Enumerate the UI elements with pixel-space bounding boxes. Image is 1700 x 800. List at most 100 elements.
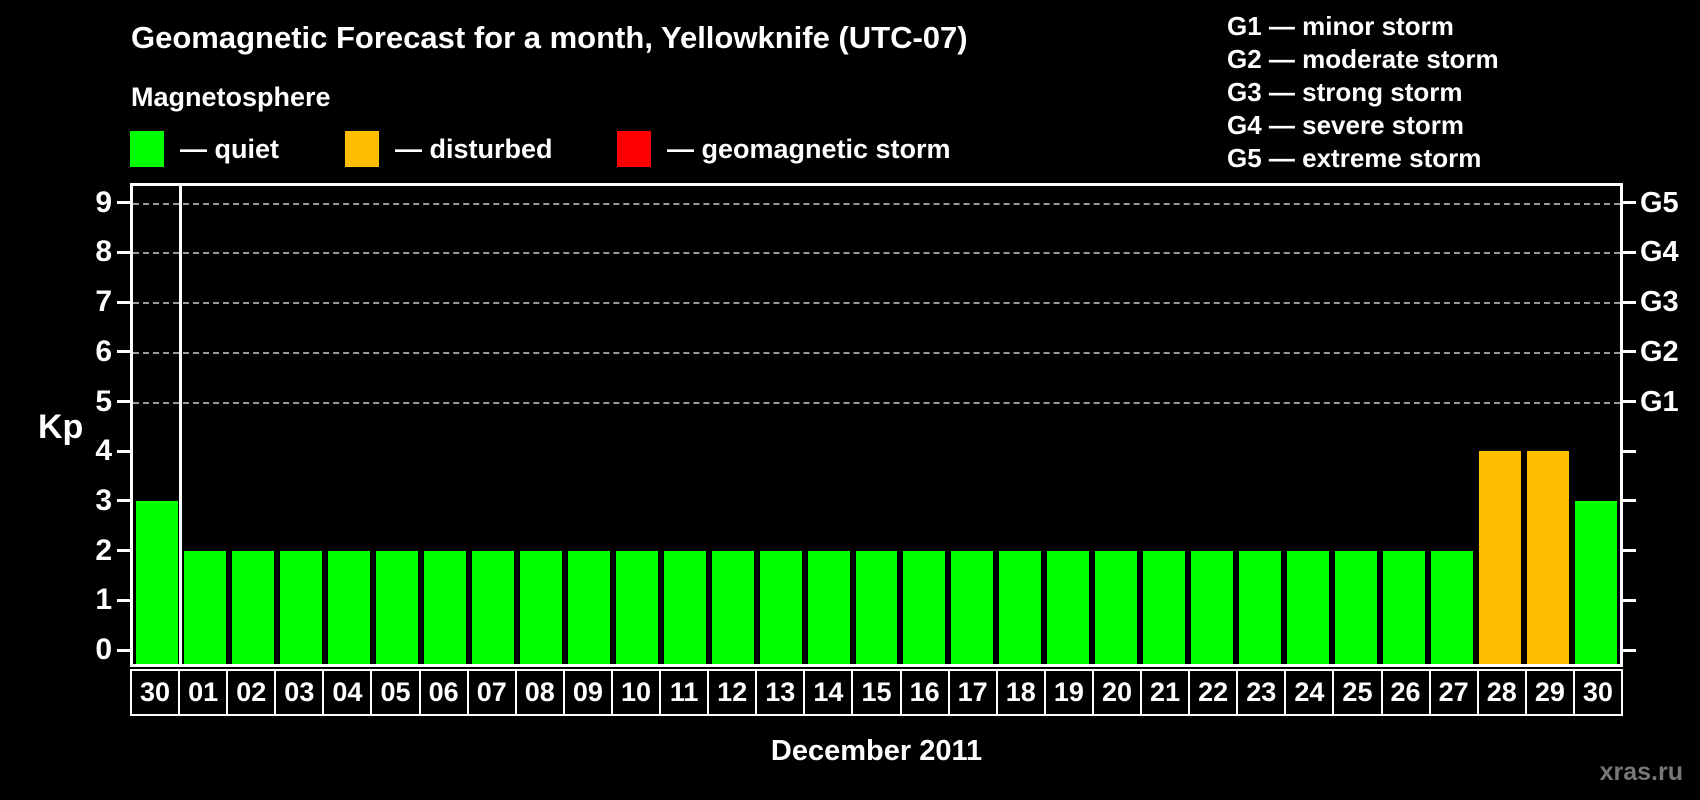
day-box-06: 06 bbox=[418, 669, 469, 716]
day-box-05: 05 bbox=[370, 669, 421, 716]
y-tick-left-2 bbox=[117, 549, 130, 553]
bar-day-13 bbox=[759, 550, 802, 664]
day-box-08: 08 bbox=[514, 669, 565, 716]
day-box-21: 21 bbox=[1140, 669, 1191, 716]
y-tick-label-7: 7 bbox=[95, 285, 112, 319]
bar-day-06 bbox=[423, 550, 466, 664]
g-scale-legend-line: G1 — minor storm bbox=[1227, 11, 1454, 41]
y-tick-left-5 bbox=[117, 400, 130, 403]
legend-item-disturbed: — disturbed bbox=[345, 128, 553, 170]
legend-item-geomagnetic-storm: — geomagnetic storm bbox=[617, 128, 951, 170]
bar-day-30 bbox=[136, 500, 178, 664]
day-box-29: 29 bbox=[1524, 669, 1575, 716]
bar-day-22 bbox=[1191, 550, 1234, 664]
bar-day-11 bbox=[663, 550, 706, 664]
g-scale-legend-line: G2 — moderate storm bbox=[1227, 44, 1499, 74]
day-box-07: 07 bbox=[466, 669, 517, 716]
y-tick-left-8 bbox=[117, 250, 130, 254]
day-box-prev-30: 30 bbox=[130, 669, 181, 716]
bar-day-09 bbox=[567, 550, 610, 664]
plot-area bbox=[130, 183, 1623, 667]
y-axis-title: Kp bbox=[38, 408, 84, 446]
y-tick-left-7 bbox=[117, 300, 130, 304]
day-box-01: 01 bbox=[178, 669, 229, 716]
bar-day-23 bbox=[1239, 550, 1282, 664]
watermark: xras.ru bbox=[1599, 758, 1683, 786]
y-tick-left-3 bbox=[117, 499, 130, 503]
bar-day-16 bbox=[903, 550, 946, 664]
y-tick-left-4 bbox=[117, 449, 130, 453]
y-tick-left-9 bbox=[117, 201, 130, 205]
day-box-10: 10 bbox=[610, 669, 662, 716]
day-box-02: 02 bbox=[226, 669, 277, 716]
bar-day-05 bbox=[375, 550, 418, 664]
g-scale-legend-line: G5 — extreme storm bbox=[1227, 143, 1482, 173]
right-axis-label-G3: G3 bbox=[1640, 286, 1679, 319]
day-box-03: 03 bbox=[274, 669, 325, 716]
y-tick-label-6: 6 bbox=[95, 334, 112, 368]
day-box-09: 09 bbox=[562, 669, 613, 716]
bar-day-14 bbox=[807, 550, 850, 664]
y-tick-label-8: 8 bbox=[95, 235, 112, 269]
y-tick-right-9 bbox=[1623, 201, 1636, 205]
right-axis-label-G2: G2 bbox=[1640, 335, 1679, 368]
bar-day-07 bbox=[471, 550, 514, 664]
day-box-23: 23 bbox=[1236, 669, 1287, 716]
x-axis-day-labels: 30 01 02 03 04 05 06 07 08 09 10 11 12 13 14 15 16 17 18 19… bbox=[130, 669, 1623, 716]
bar-day-27 bbox=[1431, 550, 1474, 664]
day-box-17: 17 bbox=[947, 669, 998, 716]
day-box-11: 11 bbox=[659, 669, 710, 716]
y-tick-label-2: 2 bbox=[95, 533, 112, 567]
y-tick-left-1 bbox=[117, 598, 130, 602]
bar-day-10 bbox=[615, 550, 658, 664]
bar-day-02 bbox=[231, 550, 274, 664]
magnetosphere-legend-heading: Magnetosphere bbox=[131, 82, 331, 112]
g-scale-legend-line: G3 — strong storm bbox=[1227, 77, 1463, 107]
bar-day-24 bbox=[1287, 550, 1330, 664]
legend-label: — quiet bbox=[180, 133, 279, 164]
y-tick-label-3: 3 bbox=[95, 483, 112, 517]
legend-swatch-geomagnetic-storm bbox=[617, 131, 651, 167]
y-tick-right-8 bbox=[1623, 250, 1636, 254]
y-tick-right-3 bbox=[1623, 499, 1636, 503]
bar-day-01 bbox=[183, 550, 226, 664]
bar-day-17 bbox=[951, 550, 994, 664]
bar-day-21 bbox=[1143, 550, 1186, 664]
day-box-22: 22 bbox=[1188, 669, 1239, 716]
bar-day-20 bbox=[1095, 550, 1138, 664]
bar-day-04 bbox=[327, 550, 370, 664]
legend-item-quiet: — quiet bbox=[130, 128, 279, 170]
gridline-kp6 bbox=[133, 351, 1620, 354]
day-box-04: 04 bbox=[322, 669, 373, 716]
y-tick-right-0 bbox=[1623, 648, 1636, 652]
day-box-24: 24 bbox=[1284, 669, 1335, 716]
bar-day-29 bbox=[1527, 451, 1570, 664]
day-box-14: 14 bbox=[803, 669, 854, 716]
legend-swatch-quiet bbox=[130, 131, 164, 167]
day-box-27: 27 bbox=[1428, 669, 1479, 716]
day-box-16: 16 bbox=[899, 669, 950, 716]
right-axis-label-G1: G1 bbox=[1640, 385, 1679, 418]
y-tick-right-7 bbox=[1623, 300, 1636, 304]
right-axis-label-G5: G5 bbox=[1640, 186, 1679, 219]
day-box-18: 18 bbox=[995, 669, 1046, 716]
gridline-kp7 bbox=[133, 302, 1620, 305]
y-tick-label-5: 5 bbox=[95, 384, 112, 418]
gridline-kp8 bbox=[133, 252, 1620, 255]
day-box-28: 28 bbox=[1476, 669, 1527, 716]
bar-day-19 bbox=[1047, 550, 1090, 664]
y-tick-left-6 bbox=[117, 350, 130, 354]
month-divider-line bbox=[179, 186, 183, 664]
x-axis-title: December 2011 bbox=[770, 735, 983, 767]
chart-title: Geomagnetic Forecast for a month, Yellow… bbox=[131, 20, 968, 55]
bar-day-15 bbox=[855, 550, 898, 664]
bar-day-30 bbox=[1575, 500, 1617, 664]
y-tick-right-5 bbox=[1623, 400, 1636, 403]
status-legend: — quiet — disturbed — geomagnetic storm bbox=[0, 128, 1100, 170]
bar-day-28 bbox=[1479, 451, 1522, 664]
bar-day-18 bbox=[999, 550, 1042, 664]
g-scale-legend: G1 — minor storm G2 — moderate storm G3 — … bbox=[1227, 10, 1499, 175]
day-box-25: 25 bbox=[1332, 669, 1383, 716]
day-box-19: 19 bbox=[1043, 669, 1094, 716]
